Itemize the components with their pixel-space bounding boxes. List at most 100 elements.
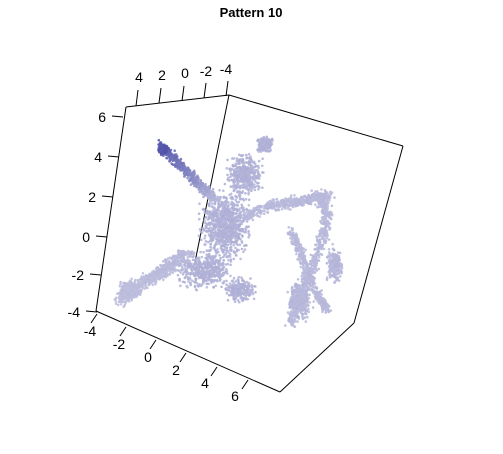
data-point	[321, 199, 325, 202]
data-point	[189, 183, 193, 186]
data-point	[324, 207, 328, 211]
data-point	[216, 198, 220, 202]
data-point	[235, 157, 239, 160]
data-point	[226, 158, 229, 162]
data-point	[175, 155, 178, 158]
data-point	[172, 256, 176, 260]
data-point	[221, 225, 224, 228]
data-point	[254, 290, 257, 294]
data-point	[233, 300, 237, 304]
data-point	[315, 261, 319, 265]
data-point	[247, 191, 250, 194]
data-point	[251, 292, 255, 296]
data-point	[290, 201, 293, 205]
data-point	[245, 297, 248, 300]
data-point	[181, 255, 185, 259]
data-point	[221, 239, 225, 242]
data-point	[206, 240, 210, 244]
data-point	[130, 299, 133, 302]
data-point	[196, 182, 199, 185]
data-point	[202, 186, 206, 189]
data-point	[216, 218, 219, 221]
data-point	[240, 167, 244, 171]
data-point	[236, 278, 240, 282]
data-point	[219, 256, 222, 260]
data-point	[186, 249, 190, 253]
data-point	[299, 265, 303, 269]
data-point	[229, 246, 232, 249]
data-point	[217, 220, 221, 224]
data-point	[221, 281, 224, 285]
data-point	[198, 262, 202, 266]
data-point	[176, 269, 179, 272]
data-point	[203, 193, 207, 196]
data-point	[307, 277, 310, 281]
data-point	[168, 259, 171, 263]
data-point	[234, 233, 237, 236]
data-point	[234, 167, 237, 171]
data-point	[227, 201, 230, 204]
data-point	[208, 190, 211, 194]
data-point	[198, 228, 202, 231]
data-point	[142, 275, 146, 278]
data-point	[328, 197, 331, 200]
data-point	[142, 286, 145, 290]
data-point	[287, 232, 290, 236]
data-point	[257, 159, 261, 163]
data-point	[232, 276, 236, 280]
data-point	[229, 175, 232, 179]
data-point	[163, 148, 166, 151]
data-point	[247, 152, 251, 156]
data-point	[329, 309, 333, 312]
data-point	[234, 246, 237, 250]
data-point	[237, 228, 240, 232]
data-point	[207, 229, 210, 232]
data-point	[159, 272, 163, 276]
data-point	[148, 274, 151, 278]
data-point	[226, 239, 230, 243]
data-point	[225, 279, 228, 283]
data-point	[219, 278, 222, 281]
data-point	[207, 213, 210, 216]
data-point	[233, 237, 237, 240]
data-point	[236, 291, 240, 294]
data-point	[206, 277, 210, 281]
data-point	[312, 264, 315, 267]
data-point	[253, 183, 256, 186]
data-point	[124, 300, 127, 303]
data-point	[284, 324, 287, 327]
data-point	[211, 271, 215, 275]
data-point	[139, 288, 143, 292]
data-point	[168, 272, 171, 276]
data-point	[246, 177, 250, 180]
data-point	[227, 212, 231, 215]
data-point	[216, 223, 220, 226]
data-point	[179, 262, 183, 266]
data-point	[242, 282, 245, 286]
data-point	[224, 251, 228, 254]
data-point	[239, 158, 242, 162]
data-point	[263, 209, 267, 213]
data-point	[168, 270, 172, 273]
data-point	[234, 283, 237, 287]
data-point	[229, 263, 232, 267]
data-point	[235, 226, 239, 229]
data-point	[229, 236, 232, 239]
data-point	[190, 250, 194, 253]
data-point	[330, 211, 333, 214]
data-point	[226, 214, 229, 217]
data-point	[322, 247, 326, 251]
data-point	[235, 219, 239, 222]
data-point	[228, 282, 232, 286]
data-point	[157, 138, 161, 142]
data-point	[324, 306, 327, 310]
data-point	[192, 253, 195, 256]
data-point	[130, 280, 133, 284]
data-point	[229, 239, 233, 242]
data-point	[193, 268, 196, 272]
data-point	[242, 176, 246, 179]
data-point	[312, 300, 316, 303]
data-point	[134, 288, 138, 291]
data-point	[116, 303, 120, 307]
data-point	[321, 211, 325, 215]
